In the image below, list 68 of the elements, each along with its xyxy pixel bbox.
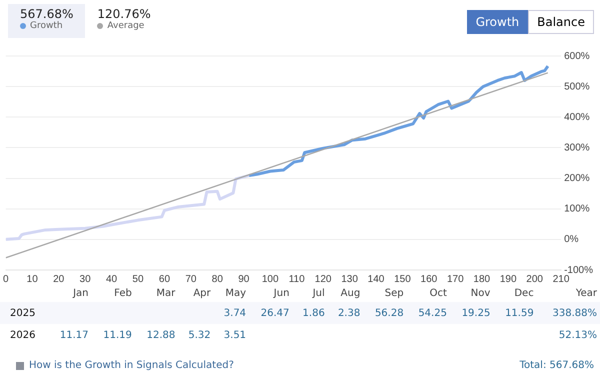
x-tick-label: 130: [341, 274, 358, 285]
text: 3.74: [224, 308, 246, 318]
text: 120.76%: [97, 7, 151, 21]
category-label: Jul: [311, 286, 326, 300]
x-tick-label: 100: [262, 274, 279, 285]
text: 54.25: [418, 308, 447, 318]
x-tick-label: 70: [185, 274, 197, 285]
category-label: Jun: [272, 286, 290, 300]
text: 26.47: [260, 308, 290, 318]
y-tick-label: -100%: [564, 264, 594, 276]
text: 338.88%: [552, 308, 597, 318]
text: 2.38: [338, 308, 360, 318]
x-tick-label: 110: [288, 274, 306, 285]
text: 12.88: [146, 330, 176, 340]
category-label: Sep: [384, 286, 405, 300]
text: 11.59: [505, 308, 534, 318]
category-label: Aug: [340, 286, 362, 300]
text: 11.19: [103, 330, 132, 340]
x-tick-label: 120: [314, 274, 332, 285]
x-tick-label: 10: [26, 274, 38, 285]
x-tick-label: 40: [106, 274, 118, 285]
category-label: Nov: [470, 286, 492, 300]
legend-label: Growth: [30, 21, 63, 31]
y-tick-label: 500%: [564, 81, 590, 92]
category-label: Jan: [72, 286, 90, 300]
text: 19.25: [462, 308, 490, 318]
x-tick-label: 140: [368, 274, 385, 285]
category-label: 2026: [10, 330, 36, 340]
text: 52.13%: [558, 330, 597, 340]
category-label: 2025: [10, 308, 36, 318]
text: Balance: [528, 10, 594, 34]
y-tick-label: 600%: [564, 50, 590, 62]
text: 1.86: [302, 308, 325, 318]
category-label: Oct: [428, 286, 448, 300]
text: How is the Growth in Signals Calculated?: [29, 360, 234, 371]
x-tick-label: 0: [3, 274, 9, 285]
y-tick-label: 0%: [564, 234, 579, 246]
x-tick-label: 150: [394, 274, 412, 285]
text: Total: 567.68%: [520, 360, 594, 371]
text: 3.51: [224, 330, 246, 340]
x-tick-label: 20: [53, 274, 65, 285]
x-tick-label: 190: [500, 274, 517, 285]
x-tick-label: 160: [420, 274, 438, 285]
text: 11.17: [60, 330, 89, 340]
y-tick-label: 300%: [564, 142, 590, 154]
x-tick-label: 200: [526, 274, 544, 285]
text: Growth: [466, 10, 528, 34]
x-tick-label: 210: [552, 274, 570, 285]
legend-label: Average: [107, 21, 144, 31]
category-label: Apr: [192, 286, 212, 300]
x-tick-label: 170: [446, 274, 464, 285]
category-label: Dec: [513, 286, 535, 300]
text: 56.28: [374, 308, 404, 318]
category-label: May: [224, 286, 248, 300]
category-label: Year: [574, 286, 598, 300]
x-tick-label: 90: [238, 274, 250, 285]
x-tick-label: 50: [132, 274, 144, 285]
x-tick-label: 180: [473, 274, 491, 285]
y-tick-label: 100%: [564, 204, 590, 215]
x-tick-label: 80: [212, 274, 224, 285]
category-label: Mar: [155, 286, 176, 300]
x-tick-label: 30: [80, 274, 92, 285]
y-tick-label: 400%: [564, 112, 590, 123]
category-label: Feb: [113, 286, 133, 300]
y-tick-label: 200%: [564, 173, 590, 184]
text: 567.68%: [20, 7, 74, 21]
text: 5.32: [188, 330, 211, 340]
x-tick-label: 60: [158, 274, 170, 285]
